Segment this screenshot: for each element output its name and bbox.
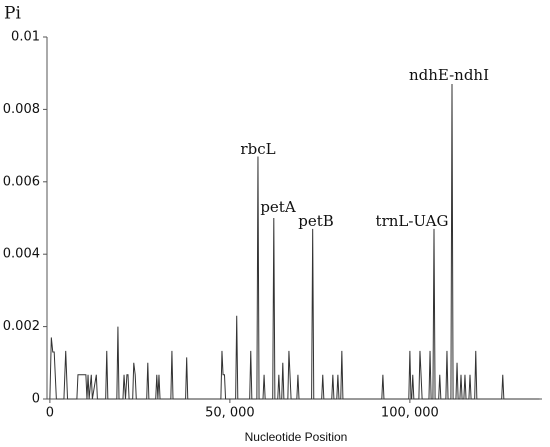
x-tick-label: 100, 000 — [381, 406, 439, 421]
annotation: trnL-UAG — [376, 212, 449, 230]
y-tick-label: 0.004 — [3, 247, 40, 262]
data-line — [49, 84, 540, 400]
x-tick-label: 50, 000 — [205, 406, 255, 421]
y-tick-label: 0.002 — [3, 319, 40, 334]
y-tick-label: 0 — [32, 392, 40, 407]
annotation: ndhE-ndhI — [409, 66, 489, 84]
y-axis-label: Pi — [4, 4, 21, 24]
x-axis-label: Nucleotide Position — [245, 430, 348, 444]
y-tick-label: 0.008 — [3, 102, 40, 117]
annotation: petB — [298, 212, 334, 230]
y-tick-label: 0.006 — [3, 174, 40, 189]
y-tick-label: 0.01 — [11, 30, 40, 45]
annotation: petA — [260, 198, 296, 216]
x-tick-label: 0 — [46, 406, 54, 421]
annotation: rbcL — [240, 140, 275, 158]
